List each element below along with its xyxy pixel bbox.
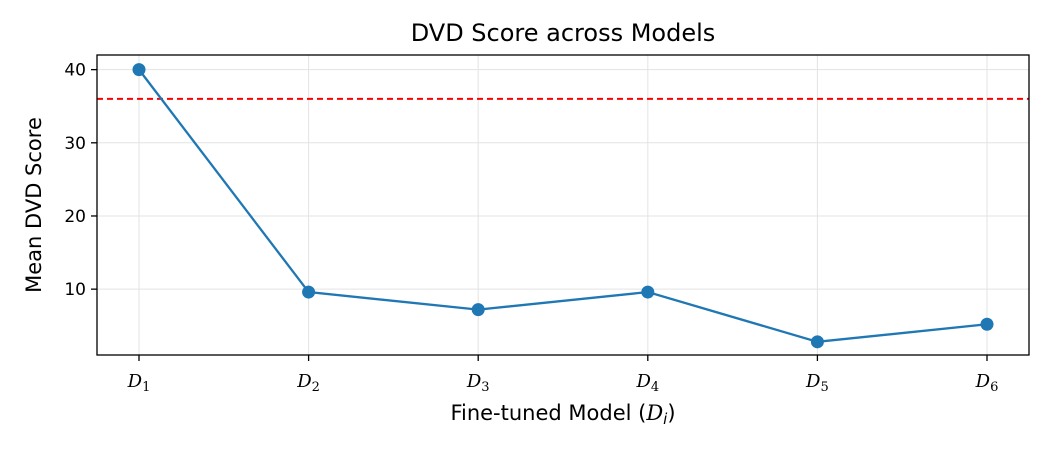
data-point xyxy=(641,285,655,299)
x-axis-label-text: Fine-tuned Model ( xyxy=(450,401,646,425)
x-axis-label: Fine-tuned Model (Di) xyxy=(450,401,675,428)
x-tick-label-symbol: D xyxy=(296,371,312,392)
x-tick-label: D4 xyxy=(635,371,659,395)
x-tick-label-subscript: 4 xyxy=(651,380,659,395)
x-tick-label-symbol: D xyxy=(466,371,482,392)
plot-frame xyxy=(96,54,1030,356)
x-tick-label-subscript: 1 xyxy=(142,380,150,395)
data-point xyxy=(302,285,316,299)
x-tick-label: D6 xyxy=(975,371,999,395)
grid xyxy=(97,55,1029,355)
chart-title: DVD Score across Models xyxy=(411,19,716,47)
x-tick-label-symbol: D xyxy=(635,371,651,392)
y-tick-label: 40 xyxy=(64,61,86,81)
x-axis-label-close: ) xyxy=(667,401,675,425)
x-tick-label-subscript: 5 xyxy=(820,380,828,395)
data-point xyxy=(810,335,824,349)
x-tick-label-symbol: D xyxy=(975,371,991,392)
x-axis: D1 D2 D3 D4 D5 D6 xyxy=(127,355,999,395)
x-tick-label: D2 xyxy=(296,371,320,395)
x-axis-label-subscript: i xyxy=(663,410,668,428)
y-tick-label: 20 xyxy=(64,207,86,227)
series-line xyxy=(138,68,988,343)
x-axis-label-symbol: D xyxy=(645,401,663,425)
x-tick-label-subscript: 3 xyxy=(481,380,489,395)
x-tick-label: D1 xyxy=(127,371,151,395)
x-tick-label-subscript: 2 xyxy=(312,380,320,395)
x-tick-label-subscript: 6 xyxy=(990,380,998,395)
y-axis-label: Mean DVD Score xyxy=(22,117,46,293)
data-point xyxy=(980,317,994,331)
data-point xyxy=(132,63,146,77)
x-tick-label-symbol: D xyxy=(805,371,821,392)
data-point xyxy=(471,303,485,317)
series-group xyxy=(132,63,994,349)
x-tick-label: D3 xyxy=(466,371,490,395)
x-tick-label-symbol: D xyxy=(127,371,143,392)
y-tick-label: 10 xyxy=(64,280,86,300)
x-tick-label: D5 xyxy=(805,371,829,395)
y-axis: 10 20 30 40 xyxy=(64,61,97,300)
y-tick-label: 30 xyxy=(64,134,86,154)
